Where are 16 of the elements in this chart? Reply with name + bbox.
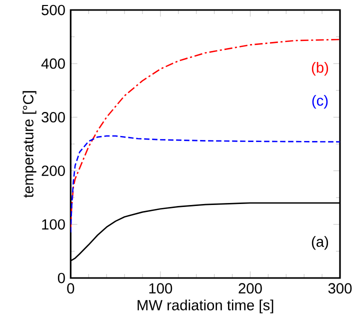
- text: (c): [312, 95, 328, 109]
- y-tick-label: 400: [41, 58, 65, 69]
- y-tick-label: 300: [42, 112, 65, 122]
- x-tick-label: 200: [238, 283, 262, 294]
- text: (a): [312, 236, 328, 250]
- x-tick-label: 0: [67, 283, 74, 294]
- y-tick-label: 100: [42, 219, 65, 230]
- y-tick-label: 200: [42, 166, 65, 176]
- x-axis-title: MW radiation time [s]: [138, 300, 274, 314]
- series-label: (b): [312, 62, 328, 76]
- x-tick-label: 300: [328, 283, 352, 294]
- y-tick-label: 0: [58, 272, 65, 284]
- y-tick-label: 500: [42, 4, 65, 16]
- x-tick-label: 100: [149, 283, 172, 294]
- line-series: [70, 135, 340, 234]
- y-axis-title: temperature [°C]: [22, 91, 36, 198]
